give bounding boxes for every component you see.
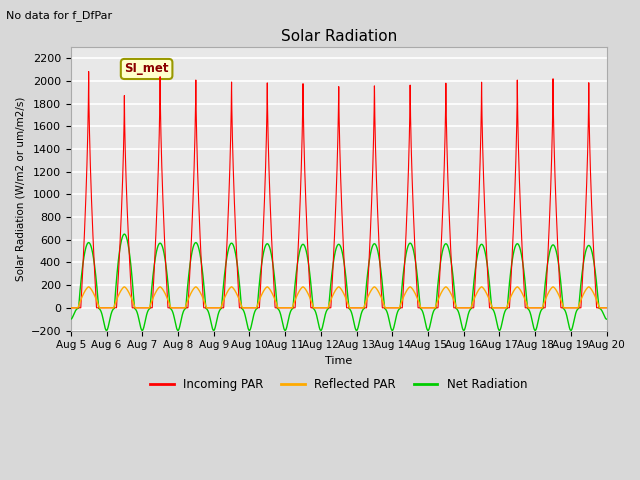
X-axis label: Time: Time [325, 356, 353, 366]
Text: SI_met: SI_met [124, 62, 169, 75]
Legend: Incoming PAR, Reflected PAR, Net Radiation: Incoming PAR, Reflected PAR, Net Radiati… [145, 373, 532, 396]
Y-axis label: Solar Radiation (W/m2 or um/m2/s): Solar Radiation (W/m2 or um/m2/s) [15, 96, 25, 281]
Title: Solar Radiation: Solar Radiation [280, 29, 397, 44]
Text: No data for f_DfPar: No data for f_DfPar [6, 10, 113, 21]
